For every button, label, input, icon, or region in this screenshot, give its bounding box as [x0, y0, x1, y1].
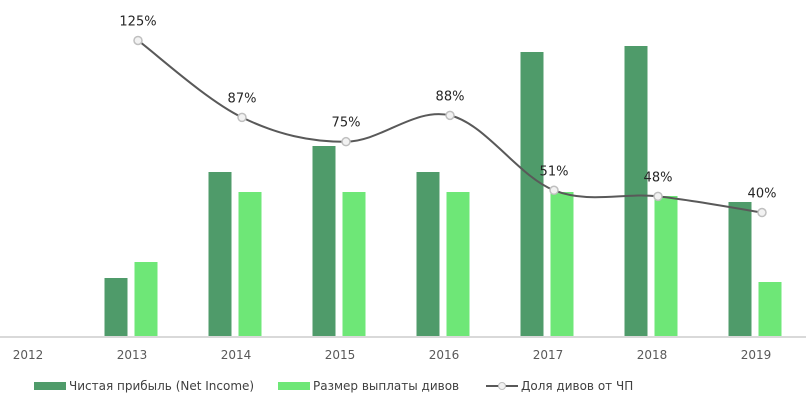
x-tick-label: 2012	[13, 348, 44, 362]
legend-label-ratio: Доля дивов от ЧП	[521, 379, 634, 393]
x-tick-label: 2019	[741, 348, 772, 362]
legend-item-net-income: Чистая прибыль (Net Income)	[34, 376, 254, 396]
ratio-marker	[757, 207, 767, 218]
ratio-marker	[653, 191, 663, 202]
ratio-line	[137, 39, 763, 214]
legend: Чистая прибыль (Net Income) Размер выпла…	[0, 376, 806, 396]
x-tick-label: 2013	[117, 348, 148, 362]
ratio-marker	[445, 110, 455, 121]
bar-dividends	[238, 192, 262, 336]
ratio-marker	[133, 35, 143, 46]
x-tick-label: 2016	[429, 348, 460, 362]
legend-swatch-net-income	[34, 382, 66, 390]
x-tick-label: 2017	[533, 348, 564, 362]
legend-item-ratio: Доля дивов от ЧП	[486, 376, 633, 396]
legend-item-dividends: Размер выплаты дивов	[278, 376, 459, 396]
bar-dividends	[550, 192, 574, 336]
legend-swatch-ratio	[486, 380, 518, 392]
bar-dividends	[134, 262, 158, 336]
ratio-data-label: 51%	[540, 164, 569, 179]
bar-dividends	[654, 196, 678, 336]
x-tick-label: 2018	[637, 348, 668, 362]
legend-swatch-dividends	[278, 382, 310, 390]
bar-dividends	[758, 282, 782, 336]
bar-net-income	[208, 172, 232, 336]
x-tick-label: 2014	[221, 348, 252, 362]
ratio-marker	[549, 185, 559, 196]
x-tick-label: 2015	[325, 348, 356, 362]
ratio-marker	[341, 136, 351, 147]
ratio-data-label: 87%	[228, 91, 257, 106]
bar-dividends	[446, 192, 470, 336]
combo-chart: 2012 2013 2014 2015 2016 2017 2018 2019 125% 87%…	[0, 14, 806, 362]
bar-net-income	[728, 202, 752, 336]
legend-label-dividends: Размер выплаты дивов	[313, 379, 460, 393]
ratio-data-label: 48%	[644, 170, 673, 185]
bar-dividends	[342, 192, 366, 336]
ratio-data-label: 75%	[332, 116, 361, 131]
legend-label-net-income: Чистая прибыль (Net Income)	[69, 379, 255, 393]
ratio-marker	[237, 112, 247, 123]
bar-net-income	[624, 46, 648, 336]
bar-net-income	[520, 52, 544, 336]
ratio-data-label: 125%	[119, 14, 156, 29]
bar-net-income	[416, 172, 440, 336]
bar-net-income	[104, 278, 128, 336]
bar-net-income	[312, 146, 336, 336]
ratio-data-label: 40%	[748, 187, 777, 202]
ratio-data-label: 88%	[436, 89, 465, 104]
